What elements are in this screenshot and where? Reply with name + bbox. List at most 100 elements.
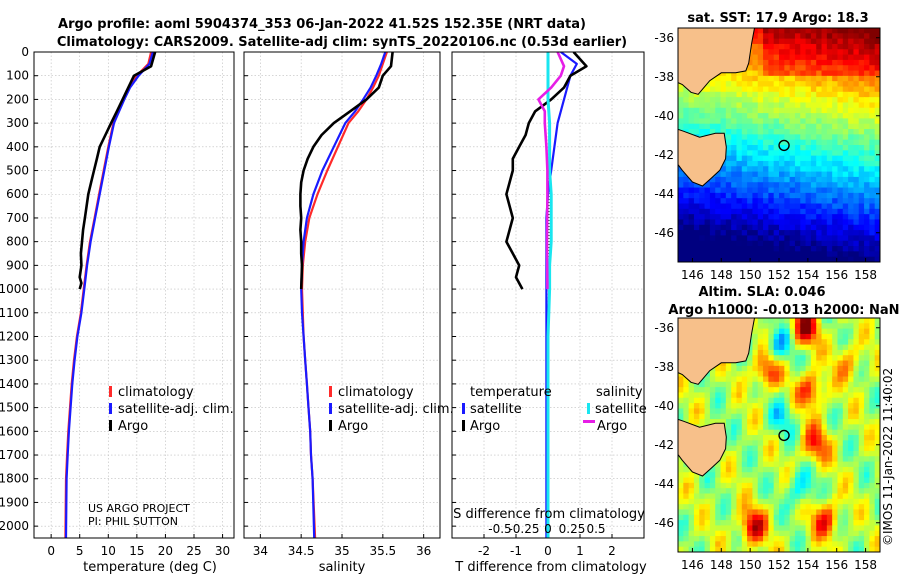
map-cell (779, 160, 785, 167)
map-cell (683, 192, 690, 199)
map-cell (805, 488, 812, 495)
map-cell (848, 328, 855, 335)
map-cell (853, 488, 860, 495)
map-cell (789, 546, 796, 552)
map-cell (832, 166, 839, 173)
map-cell (837, 102, 844, 109)
map-cell (715, 86, 722, 93)
map-cell (842, 514, 849, 521)
map-cell (683, 482, 690, 489)
map-cell (810, 339, 817, 346)
map-cell (826, 344, 833, 351)
map-cell (725, 541, 732, 548)
map-x-tick-label: 158 (854, 268, 877, 282)
map-cell (763, 488, 769, 495)
map-cell (720, 75, 727, 82)
map-cell (789, 466, 796, 473)
map-cell (779, 113, 785, 120)
map-cell (784, 520, 791, 527)
map-cell (725, 536, 732, 542)
map-cell (805, 224, 812, 231)
map-cell (779, 65, 785, 72)
map-cell (864, 456, 870, 463)
map-cell (848, 219, 855, 226)
map-cell (741, 472, 748, 479)
map-cell (747, 145, 754, 151)
map-cell (821, 198, 828, 205)
map-cell (874, 97, 880, 104)
map-cell (693, 387, 700, 394)
map-cell (784, 477, 791, 484)
map-cell (715, 208, 722, 215)
map-cell (848, 214, 855, 221)
map-cell (800, 525, 807, 532)
map-cell (853, 28, 860, 34)
map-cell (832, 376, 839, 383)
map-cell (789, 49, 796, 56)
map-cell (747, 472, 754, 479)
map-cell (842, 509, 849, 516)
map-cell (741, 192, 748, 199)
map-cell (709, 392, 716, 399)
map-cell (779, 208, 785, 215)
map-cell (821, 546, 828, 552)
map-cell (731, 413, 738, 420)
map-cell (709, 235, 716, 242)
map-cell (842, 134, 849, 141)
map-cell (869, 246, 876, 252)
map-cell (725, 397, 732, 404)
map-cell (848, 251, 855, 258)
map-cell (715, 230, 722, 237)
map-cell (768, 182, 775, 189)
map-cell (784, 381, 791, 388)
map-cell (773, 113, 780, 120)
map-cell (869, 198, 876, 205)
map-cell (832, 509, 839, 516)
map-cell (826, 208, 833, 215)
map-cell (747, 424, 754, 431)
map-cell (704, 118, 711, 125)
map-cell (773, 246, 780, 252)
map-cell (826, 139, 833, 146)
map-cell (821, 230, 828, 237)
map-cell (747, 371, 754, 378)
map-cell (763, 171, 769, 178)
map-cell (715, 113, 722, 120)
map-cell (752, 360, 759, 367)
map-cell (731, 81, 738, 88)
map-cell (704, 477, 711, 484)
map-cell (869, 541, 876, 548)
map-cell (709, 187, 716, 194)
map-cell (715, 381, 722, 388)
map-cell (810, 376, 817, 383)
map-cell (763, 192, 769, 199)
map-cell (853, 424, 860, 431)
map-cell (864, 541, 870, 548)
map-cell (869, 203, 876, 210)
map-cell (784, 546, 791, 552)
map-cell (821, 49, 828, 56)
map-cell (763, 530, 769, 537)
map-cell (773, 339, 780, 346)
map-cell (731, 155, 738, 162)
map-cell (858, 134, 865, 141)
depth-tick-label: 1800 (0, 472, 29, 486)
map-cell (810, 403, 817, 410)
map-cell (699, 192, 706, 199)
map-cell (763, 349, 769, 356)
map-cell (869, 525, 876, 532)
map-cell (832, 381, 839, 388)
sla-map: Altim. SLA: 0.046 Argo h1000: -0.013 h20… (654, 285, 899, 572)
map-cell (864, 488, 870, 495)
map-cell (869, 118, 876, 125)
map-cell (688, 514, 695, 521)
map-cell (704, 482, 711, 489)
map-cell (757, 536, 764, 542)
map-cell (853, 530, 860, 537)
map-cell (688, 520, 695, 527)
map-cell (752, 456, 759, 463)
map-cell (869, 445, 876, 452)
map-cell (704, 203, 711, 210)
map-cell (709, 525, 716, 532)
map-cell (773, 59, 780, 66)
